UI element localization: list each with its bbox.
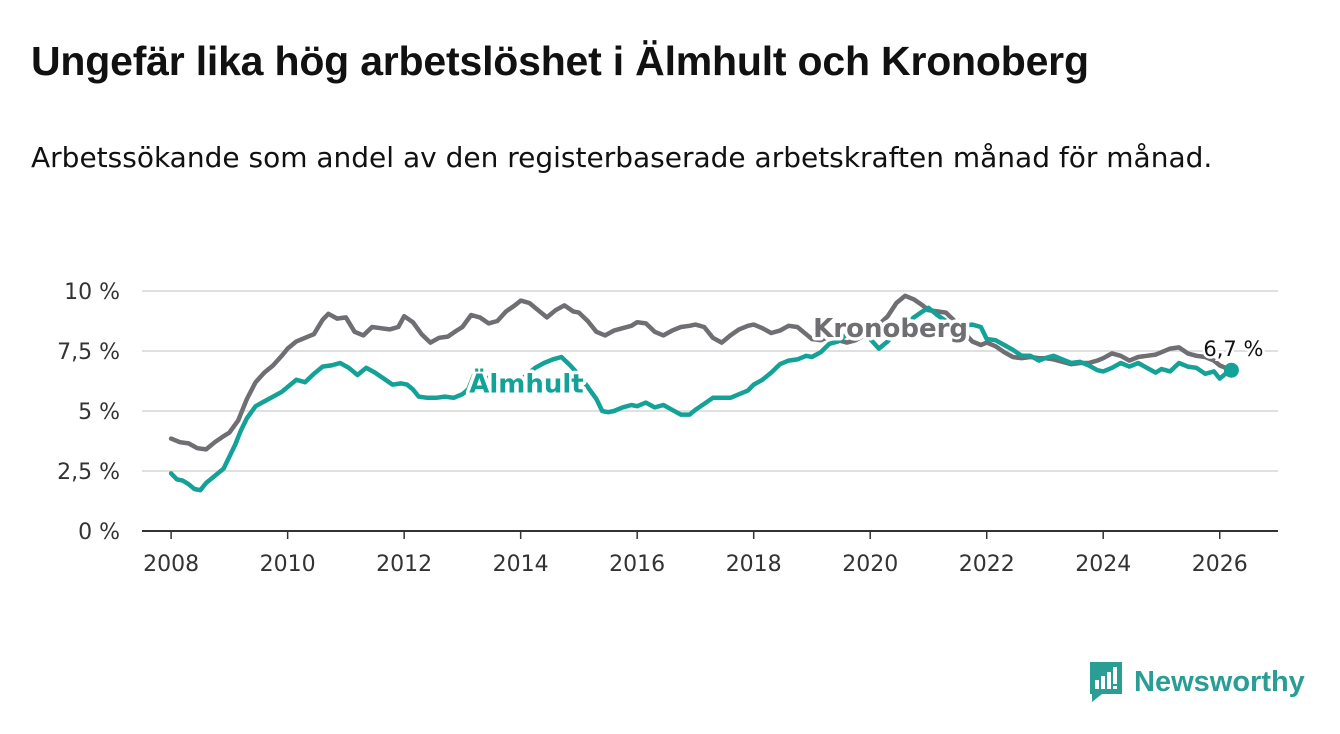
- y-tick-label: 0 %: [78, 520, 120, 545]
- x-tick-label: 2012: [376, 552, 432, 577]
- x-axis-ticks: 2008 2010 2012 2014 2016 2018 2020 2022 2024 2026: [143, 531, 1248, 577]
- chart-title: Ungefär lika hög arbetslöshet i Älmhult …: [31, 38, 1089, 84]
- series-labels: Kronoberg Älmhult 6,7 %: [466, 311, 1266, 403]
- x-tick-label: 2008: [143, 552, 199, 577]
- x-tick-label: 2026: [1192, 552, 1248, 577]
- gridlines: [142, 290, 1278, 532]
- end-point-marker: [1223, 362, 1239, 378]
- series-label-almhult: Älmhult: [469, 367, 584, 399]
- series-line-almhult: [168, 305, 1234, 493]
- end-value-label: 6,7 %: [1203, 337, 1263, 361]
- y-tick-label: 10 %: [64, 280, 120, 305]
- chart-subtitle: Arbetssökande som andel av den registerb…: [31, 141, 1213, 174]
- x-tick-label: 2016: [609, 552, 665, 577]
- series-line-kronoberg: [168, 293, 1234, 452]
- x-tick-label: 2010: [260, 552, 316, 577]
- newsworthy-logo-icon: [1090, 662, 1122, 702]
- y-tick-label: 7,5 %: [57, 340, 120, 365]
- x-tick-label: 2014: [493, 552, 549, 577]
- y-axis-ticks: 0 % 2,5 % 5 % 7,5 % 10 %: [57, 280, 120, 545]
- newsworthy-brand[interactable]: Newsworthy: [1088, 660, 1305, 704]
- x-tick-label: 2018: [726, 552, 782, 577]
- x-tick-label: 2022: [959, 552, 1015, 577]
- x-tick-label: 2024: [1075, 552, 1131, 577]
- brand-name: Newsworthy: [1134, 665, 1305, 698]
- y-tick-label: 5 %: [78, 400, 120, 425]
- x-tick-label: 2020: [842, 552, 898, 577]
- series-lines: [168, 293, 1234, 493]
- series-label-kronoberg: Kronoberg: [813, 314, 968, 344]
- y-tick-label: 2,5 %: [57, 460, 120, 485]
